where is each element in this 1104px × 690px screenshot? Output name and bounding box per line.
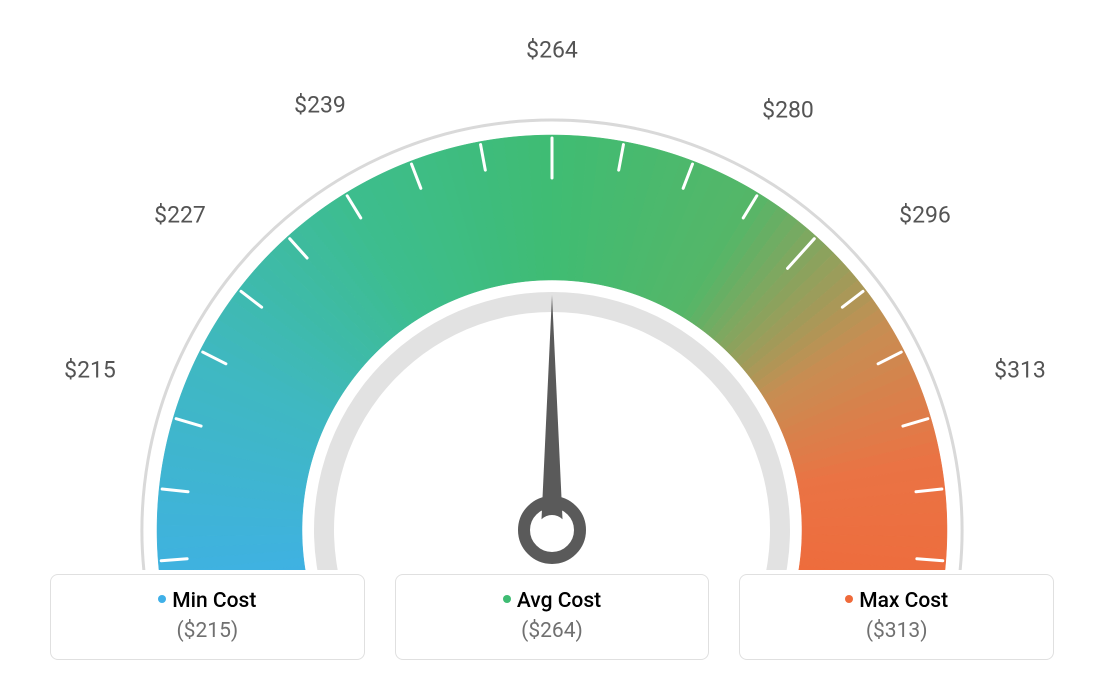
legend-max-value: ($313)	[750, 619, 1043, 643]
gauge-tick-label: $296	[899, 202, 951, 229]
legend-min-title: Min Cost	[61, 589, 354, 613]
legend-avg: Avg Cost ($264)	[395, 574, 710, 660]
legend-min-label: Min Cost	[172, 589, 256, 613]
gauge-svg	[0, 10, 1104, 570]
gauge-tick-label: $215	[64, 357, 116, 384]
gauge-tick-label: $227	[154, 202, 206, 229]
gauge-tick-label: $280	[762, 97, 814, 124]
dot-icon	[845, 595, 853, 603]
legend-avg-value: ($264)	[406, 619, 699, 643]
legend-row: Min Cost ($215) Avg Cost ($264) Max Cost…	[50, 574, 1054, 660]
legend-max-title: Max Cost	[750, 589, 1043, 613]
dot-icon	[503, 595, 511, 603]
legend-avg-title: Avg Cost	[406, 589, 699, 613]
legend-min-value: ($215)	[61, 619, 354, 643]
legend-max-label: Max Cost	[859, 589, 948, 613]
gauge-chart-container: $215 $227 $239 $264 $280 $296 $313 Min Cost ($…	[0, 0, 1104, 690]
gauge-tick-label: $313	[994, 357, 1046, 384]
legend-max: Max Cost ($313)	[739, 574, 1054, 660]
dot-icon	[158, 595, 166, 603]
legend-avg-label: Avg Cost	[517, 589, 601, 613]
legend-min: Min Cost ($215)	[50, 574, 365, 660]
gauge-tick-label: $264	[526, 37, 578, 64]
gauge-area: $215 $227 $239 $264 $280 $296 $313	[0, 10, 1104, 570]
gauge-tick-label: $239	[294, 92, 346, 119]
